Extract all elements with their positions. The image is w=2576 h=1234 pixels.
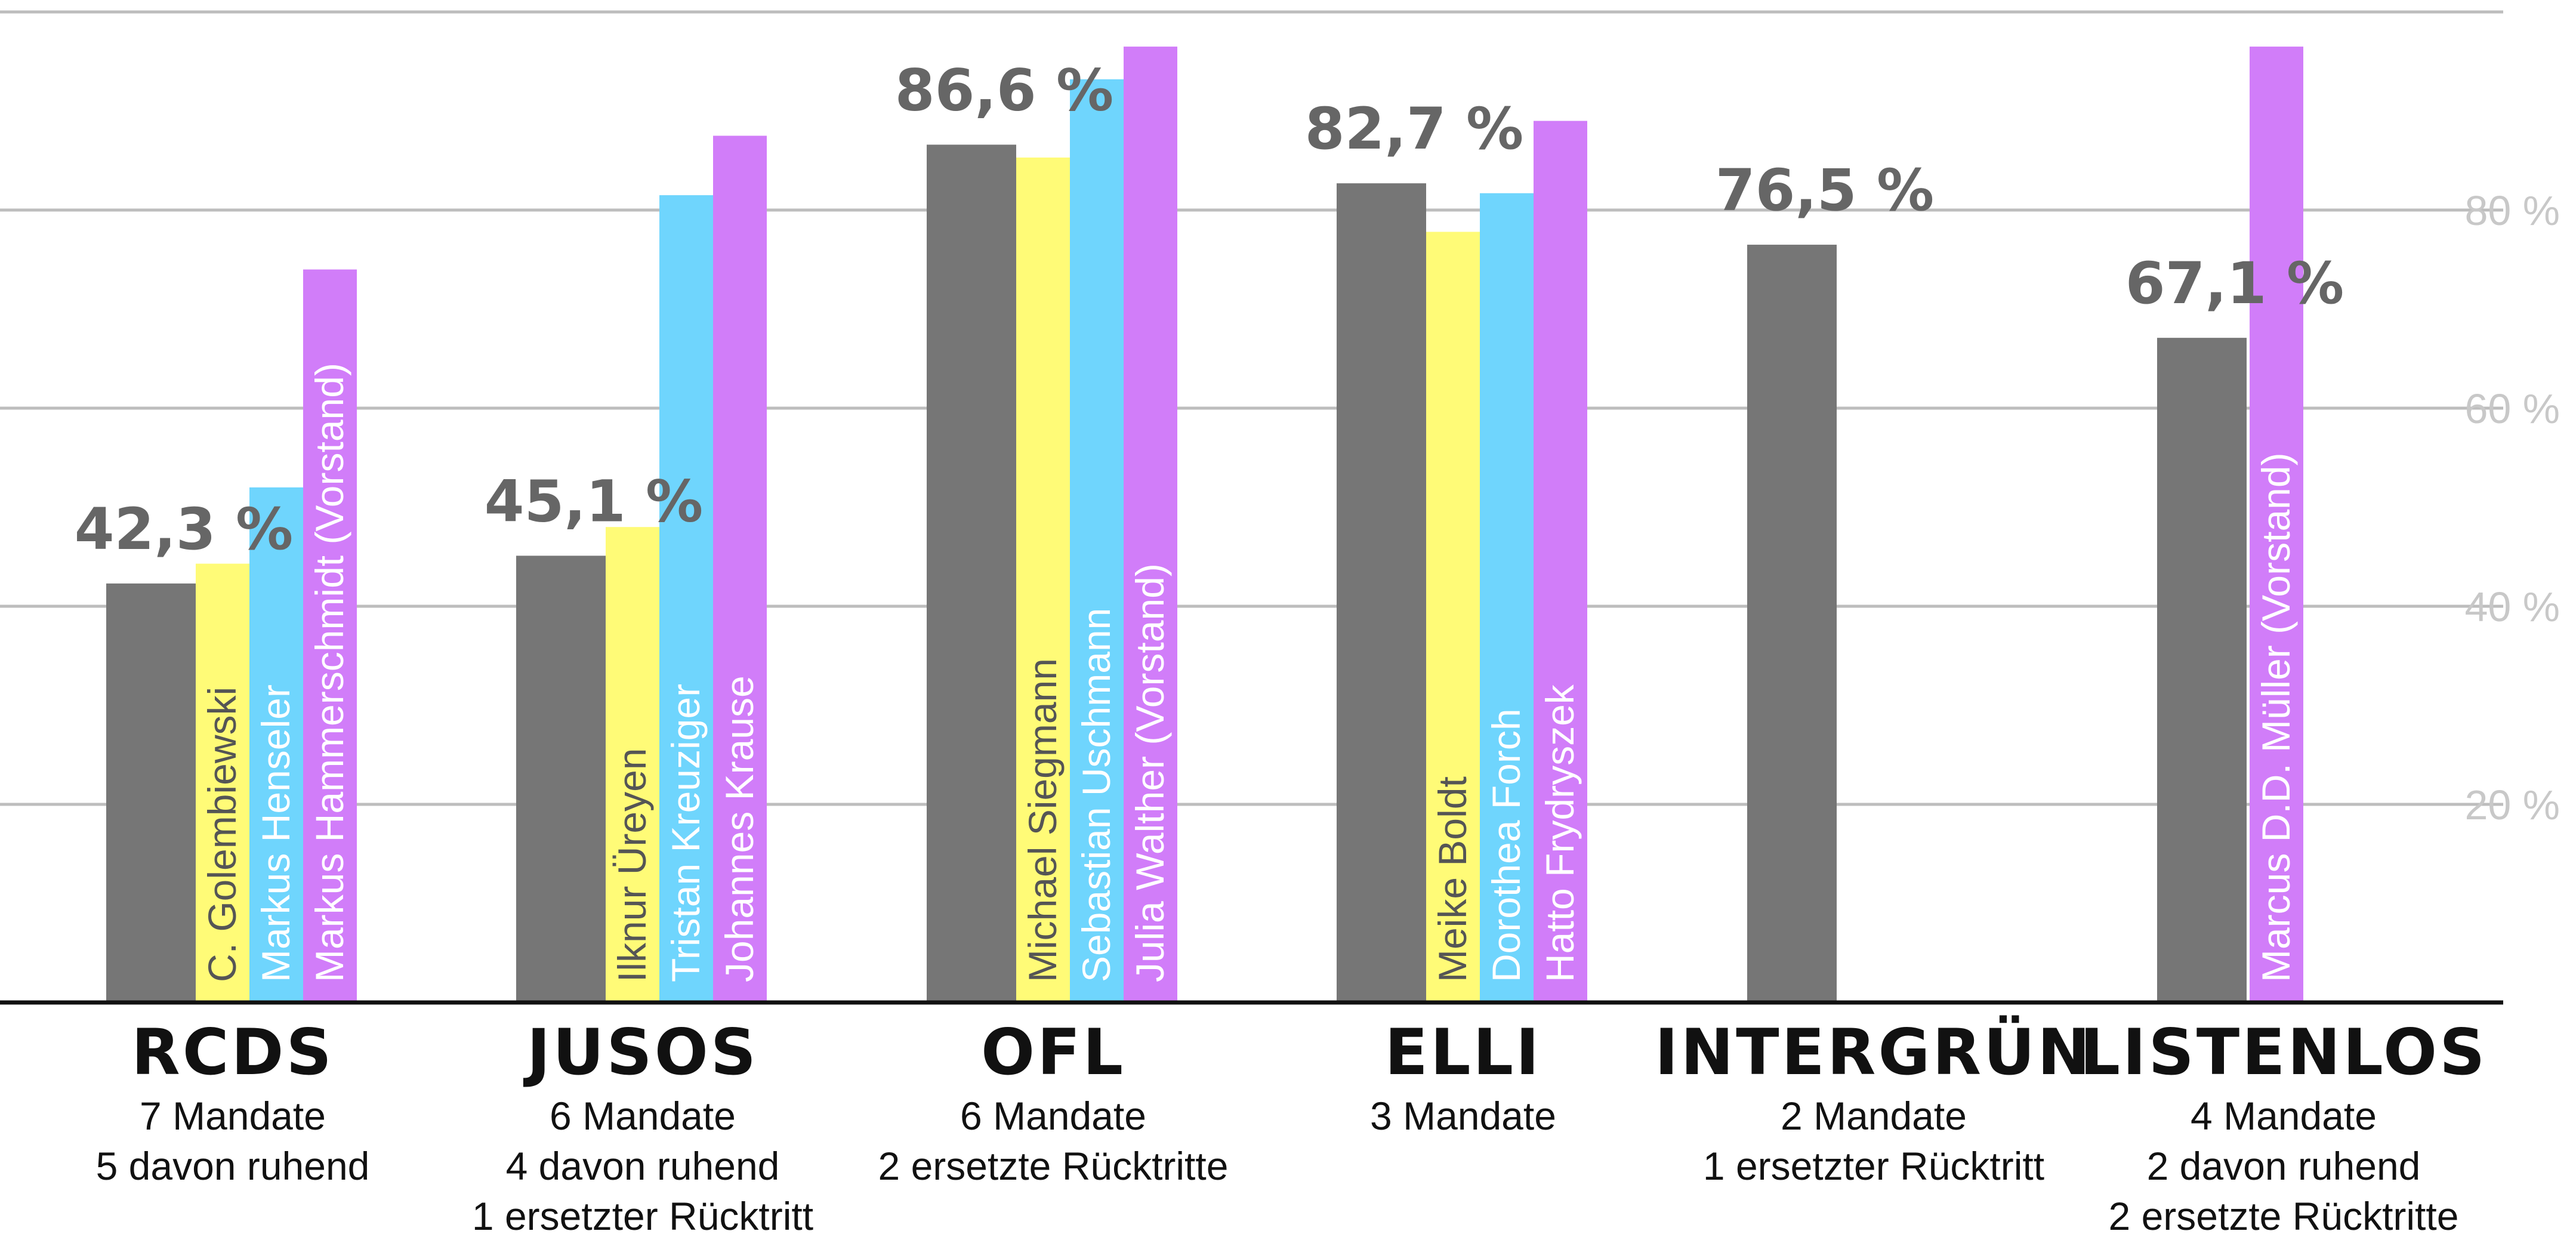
group-sub-label: 7 Mandate	[140, 1094, 326, 1138]
group-sub-label: 2 ersetzte Rücktritte	[878, 1144, 1229, 1188]
bar-group-listenlos	[2157, 338, 2247, 1002]
bar-member-markus-hammerschmidt-vorstand	[303, 269, 357, 1003]
group-name-label: LISTENLOS	[2080, 1016, 2488, 1089]
bar-member-meike-boldt	[1426, 232, 1480, 1002]
group-sub-label: 2 Mandate	[1781, 1094, 1967, 1138]
member-name-label: Markus Henseler	[254, 684, 298, 982]
group-sub-label: 4 Mandate	[2191, 1094, 2377, 1138]
member-name-label: Hatto Frydryszek	[1538, 684, 1582, 982]
group-sub-label: 1 ersetzter Rücktritt	[1703, 1144, 2044, 1188]
y-tick-label: 80 %	[2464, 187, 2560, 234]
group-value-label: 76,5 %	[1716, 157, 1934, 224]
group-sub-label: 1 ersetzter Rücktritt	[472, 1194, 813, 1234]
bars	[106, 47, 2303, 1003]
group-value-label: 45,1 %	[485, 468, 703, 535]
member-name-label: Sebastian Uschmann	[1074, 608, 1118, 982]
group-name-label: INTERGRÜN	[1655, 1016, 2093, 1089]
member-name-label: Markus Hammerschmidt (Vorstand)	[307, 363, 351, 982]
bar-member-markus-henseler	[249, 487, 303, 1002]
y-tick-label: 20 %	[2464, 782, 2560, 828]
group-sub-label: 2 ersetzte Rücktritte	[2109, 1194, 2459, 1234]
bar-member-michael-siegmann	[1016, 158, 1070, 1002]
bar-group-intergruen	[1747, 245, 1837, 1003]
group-value-label: 42,3 %	[75, 496, 293, 563]
group-sub-label: 3 Mandate	[1370, 1094, 1556, 1138]
group-name-label: RCDS	[131, 1016, 334, 1089]
y-tick-label: 60 %	[2464, 385, 2560, 432]
member-name-label: Marcus D.D. Müller (Vorstand)	[2254, 452, 2298, 982]
bar-group-elli	[1337, 183, 1426, 1003]
member-name-label: Meike Boldt	[1430, 776, 1474, 982]
bar-member-c-golembiewski	[196, 563, 249, 1002]
member-name-label: Johannes Krause	[717, 675, 761, 982]
bar-member-julia-walther-vorstand	[1124, 47, 1177, 1003]
group-name-label: JUSOS	[523, 1016, 758, 1089]
group-sub-label: 2 davon ruhend	[2147, 1144, 2421, 1188]
labels: 20 %40 %60 %80 %42,3 %C. Golembiewski Mar…	[0, 57, 2560, 1234]
bar-group-ofl	[927, 144, 1016, 1003]
bar-group-rcds	[106, 583, 196, 1002]
member-name-label: Ilknur Üreyen	[610, 748, 654, 983]
group-sub-label: 6 Mandate	[550, 1094, 736, 1138]
member-name-label: Dorothea Forch	[1484, 708, 1528, 982]
y-tick-label: 40 %	[2464, 584, 2560, 630]
member-name-label: Tristan Kreuziger	[664, 684, 708, 982]
group-sub-label: 4 davon ruhend	[506, 1144, 780, 1188]
member-name-label: Michael Siegmann	[1020, 658, 1065, 982]
bar-member-johannes-krause	[713, 135, 767, 1002]
bar-member-sebastian-uschmann	[1070, 79, 1124, 1002]
group-value-label: 82,7 %	[1305, 95, 1523, 162]
group-sub-label: 5 davon ruhend	[96, 1144, 370, 1188]
bar-member-ilknur-uereyen	[606, 527, 659, 1002]
group-name-label: ELLI	[1385, 1016, 1542, 1089]
member-name-label: C. Golembiewski	[200, 687, 244, 982]
bar-member-marcus-d-d-mueller-vorstand	[2250, 47, 2303, 1003]
group-value-label: 86,6 %	[895, 57, 1113, 124]
bar-member-tristan-kreuziger	[659, 195, 713, 1003]
group-sub-label: 6 Mandate	[960, 1094, 1146, 1138]
bar-group-jusos	[516, 556, 606, 1002]
bar-member-hatto-frydryszek	[1534, 121, 1587, 1003]
group-name-label: OFL	[981, 1016, 1125, 1089]
group-value-label: 67,1 %	[2125, 250, 2344, 317]
gridlines	[0, 10, 2503, 806]
bar-member-dorothea-forch	[1480, 193, 1534, 1002]
member-name-label: Julia Walther (Vorstand)	[1128, 563, 1172, 982]
